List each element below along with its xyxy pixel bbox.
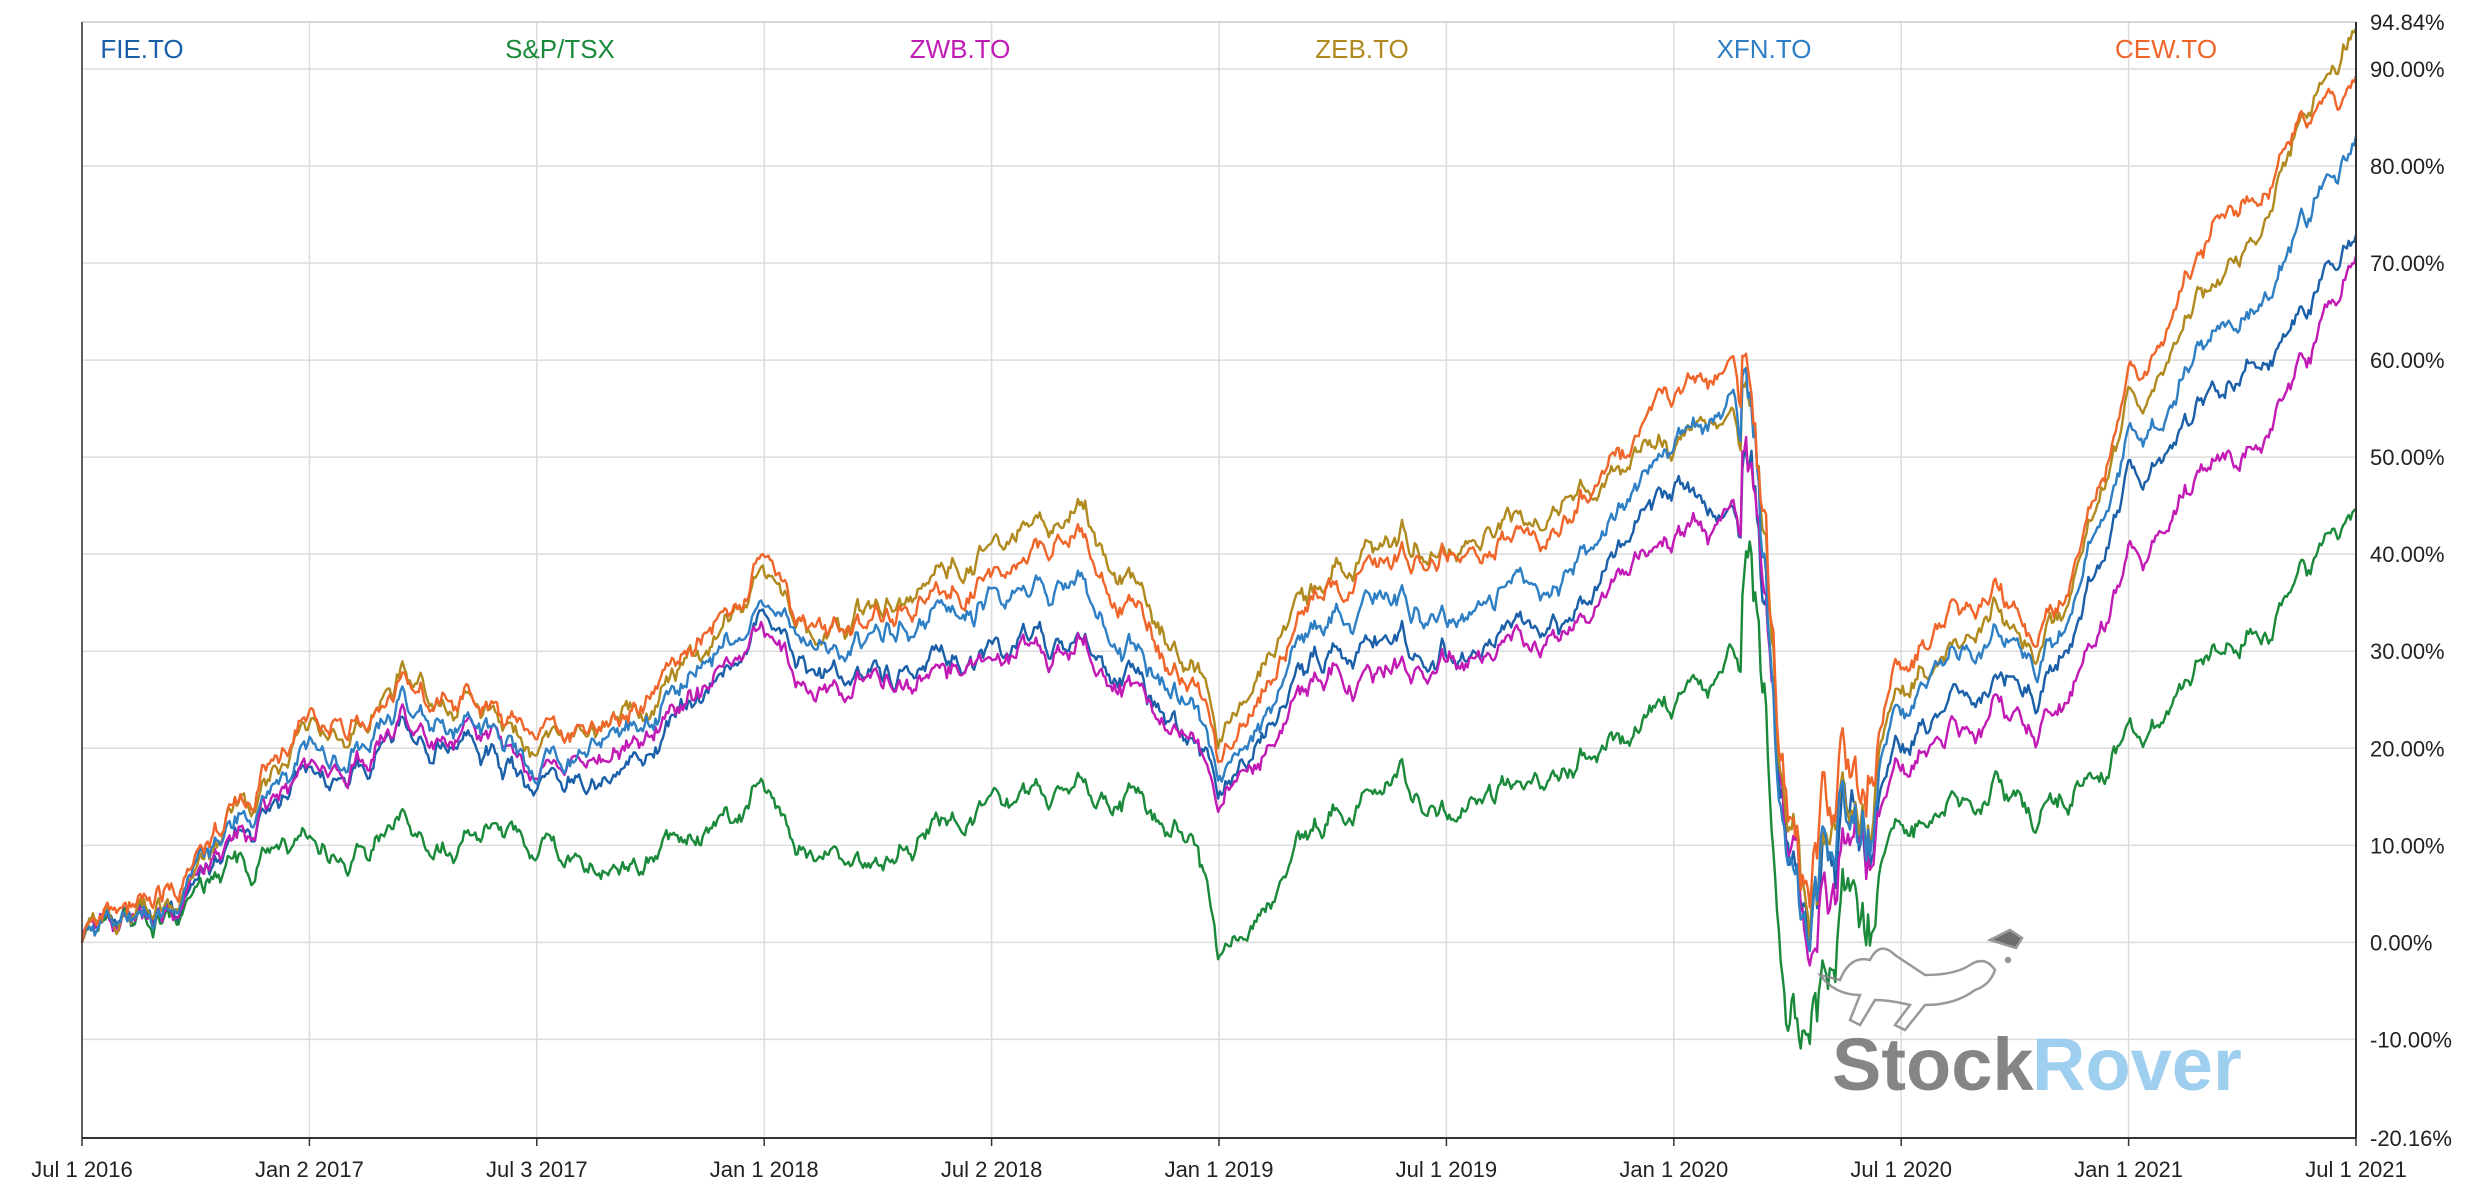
x-tick-label: Jan 1 2020 [1619, 1157, 1728, 1182]
y-tick-label: 80.00% [2370, 154, 2445, 179]
series-line-cew-to [80, 75, 2358, 943]
series-line-fie-to [80, 234, 2358, 951]
y-tick-label: 90.00% [2370, 57, 2445, 82]
legend-layer: FIE.TO S&P/TSX ZWB.TO ZEB.TO XFN.TO CEW.TO [100, 34, 2217, 64]
axis-layer: -20.16% -10.00% 0.00% 10.00% 20.00% 30.00% 40.… [31, 10, 2452, 1182]
x-tick-label: Jan 2 2017 [255, 1157, 364, 1182]
legend-entry-zwb-to: ZWB.TO [910, 34, 1011, 64]
y-tick-label: 0.00% [2370, 930, 2432, 955]
watermark-brand-stock: Stock [1832, 1023, 2034, 1106]
y-tick-label: 50.00% [2370, 445, 2445, 470]
grid-layer [81, 21, 2357, 1139]
y-tick-label: 94.84% [2370, 10, 2445, 35]
x-tick-label: Jan 1 2021 [2074, 1157, 2183, 1182]
y-tick-label: 10.00% [2370, 833, 2445, 858]
watermark-brand-rover: Rover [2032, 1023, 2242, 1106]
legend-entry-xfn-to: XFN.TO [1717, 34, 1812, 64]
legend-entry-cew-to: CEW.TO [2115, 34, 2217, 64]
x-tick-label: Jan 1 2019 [1165, 1157, 1274, 1182]
x-tick-label: Jan 1 2018 [710, 1157, 819, 1182]
y-tick-label: 70.00% [2370, 251, 2445, 276]
y-tick-label: 20.00% [2370, 736, 2445, 761]
series-line-xfn-to [80, 135, 2358, 953]
x-tick-label: Jul 1 2020 [1850, 1157, 1952, 1182]
y-tick-label: 30.00% [2370, 639, 2445, 664]
x-tick-label: Jul 3 2017 [486, 1157, 588, 1182]
legend-entry-fie-to: FIE.TO [100, 34, 183, 64]
x-tick-label: Jul 1 2021 [2305, 1157, 2407, 1182]
y-tick-label: -10.00% [2370, 1027, 2452, 1052]
x-tick-label: Jul 2 2018 [941, 1157, 1043, 1182]
legend-entry-zeb-to: ZEB.TO [1315, 34, 1408, 64]
y-tick-label: 40.00% [2370, 542, 2445, 567]
series-line-s-p-tsx [80, 507, 2357, 1050]
dog-with-hat-icon [1816, 928, 2024, 1032]
y-tick-label: -20.16% [2370, 1126, 2452, 1151]
series-line-zwb-to [80, 255, 2358, 967]
stockrover-watermark: Stock Rover [1816, 928, 2242, 1106]
x-tick-label: Jul 1 2019 [1396, 1157, 1498, 1182]
legend-entry-s-p-tsx: S&P/TSX [505, 34, 615, 64]
x-tick-label: Jul 1 2016 [31, 1157, 133, 1182]
series-layer [80, 27, 2358, 1050]
y-tick-label: 60.00% [2370, 348, 2445, 373]
